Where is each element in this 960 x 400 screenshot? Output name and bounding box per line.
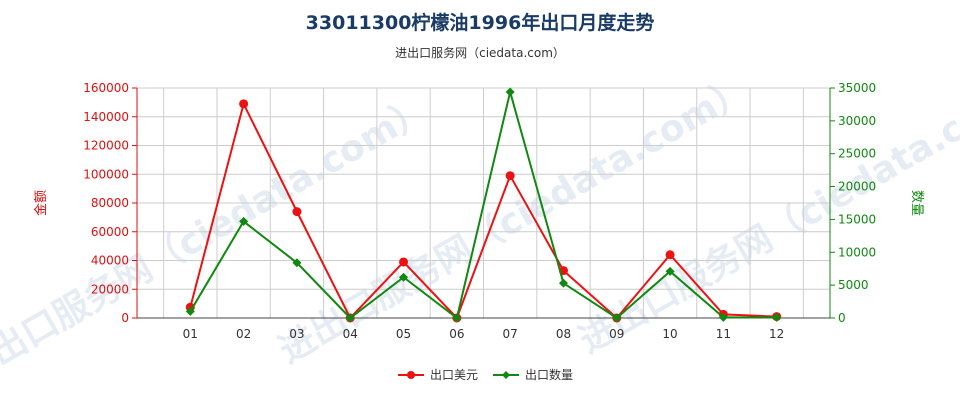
x-axis-tick-label: 05 — [396, 327, 411, 341]
x-axis-tick-label: 04 — [343, 327, 358, 341]
data-point-quantity — [399, 272, 409, 282]
chart-subtitle: 进出口服务网（ciedata.com） — [395, 46, 565, 60]
x-axis-tick-label: 08 — [556, 327, 571, 341]
data-point-quantity — [558, 278, 568, 288]
left-axis-tick-label: 120000 — [83, 139, 129, 153]
right-axis-tick-label: 5000 — [838, 278, 869, 292]
chart-title: 33011300柠檬油1996年出口月度走势 — [305, 12, 655, 34]
x-axis-tick-label: 01 — [183, 327, 198, 341]
data-point-quantity — [505, 87, 515, 97]
x-axis-tick-label: 11 — [716, 327, 731, 341]
data-point-quantity — [665, 266, 675, 276]
series-line-quantity — [189, 91, 777, 320]
series-line-usd — [189, 100, 777, 320]
data-point-usd — [665, 250, 675, 260]
right-axis-tick-label: 25000 — [838, 147, 876, 161]
left-axis-tick-label: 0 — [121, 311, 129, 325]
data-point-quantity — [185, 306, 195, 316]
data-point-quantity — [345, 313, 355, 323]
x-axis-tick-label: 09 — [609, 327, 624, 341]
data-point-quantity — [452, 313, 462, 323]
x-axis-tick-label: 12 — [769, 327, 784, 341]
right-axis-tick-label: 30000 — [838, 114, 876, 128]
left-axis-tick-label: 40000 — [91, 254, 129, 268]
data-point-quantity — [718, 312, 728, 322]
left-axis-tick-label: 20000 — [91, 282, 129, 296]
right-axis-tick-label: 10000 — [838, 245, 876, 259]
x-axis-tick-label: 10 — [662, 327, 677, 341]
right-axis-tick-label: 20000 — [838, 180, 876, 194]
data-point-quantity — [239, 216, 249, 226]
data-point-usd — [292, 207, 302, 217]
right-axis-tick-label: 15000 — [838, 212, 876, 226]
watermark-text: 进出口服务网（ciedata.com） — [0, 89, 436, 392]
right-axis-tick-label: 35000 — [838, 81, 876, 95]
x-axis-tick-label: 07 — [503, 327, 518, 341]
left-axis-tick-label: 100000 — [83, 167, 129, 181]
right-axis-title: 数量 — [909, 190, 924, 216]
legend-label: 出口数量 — [525, 367, 573, 382]
legend-label: 出口美元 — [430, 368, 478, 382]
right-axis-tick-label: 0 — [838, 311, 846, 325]
data-point-usd — [399, 257, 409, 267]
data-point-usd — [505, 171, 515, 181]
x-axis-tick-label: 02 — [236, 327, 251, 341]
left-axis-tick-label: 160000 — [83, 81, 129, 95]
data-point-usd — [239, 99, 249, 109]
data-point-quantity — [772, 312, 782, 322]
x-axis-tick-label: 03 — [289, 327, 304, 341]
left-axis-title: 金额 — [33, 190, 49, 216]
legend-swatch-marker — [407, 371, 415, 379]
left-axis-tick-label: 140000 — [83, 110, 129, 124]
left-axis-tick-label: 80000 — [91, 196, 129, 210]
left-axis-tick-label: 60000 — [91, 225, 129, 239]
data-point-quantity — [612, 313, 622, 323]
data-point-quantity — [292, 258, 302, 268]
legend-swatch-marker — [502, 371, 510, 379]
x-axis-tick-label: 06 — [449, 327, 464, 341]
